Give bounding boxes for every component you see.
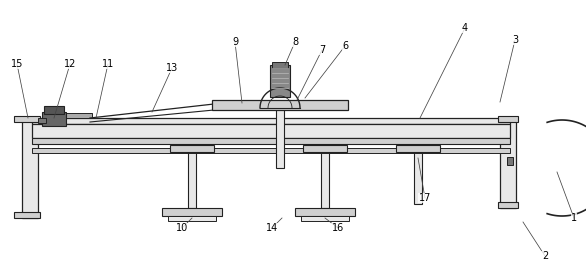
- Bar: [32, 138, 510, 144]
- Text: 13: 13: [166, 63, 178, 73]
- Bar: [272, 62, 288, 68]
- Bar: [188, 148, 196, 208]
- Text: 6: 6: [342, 41, 348, 51]
- Text: 15: 15: [11, 59, 23, 69]
- Bar: [295, 208, 355, 216]
- Bar: [507, 157, 513, 165]
- Bar: [396, 145, 440, 152]
- Bar: [168, 216, 216, 221]
- Bar: [14, 116, 40, 122]
- Text: 10: 10: [176, 223, 188, 233]
- Bar: [44, 106, 64, 114]
- Bar: [498, 116, 518, 122]
- Text: 3: 3: [512, 35, 518, 45]
- Text: 1: 1: [571, 213, 577, 223]
- Bar: [498, 202, 518, 208]
- Text: 2: 2: [542, 251, 548, 261]
- Bar: [270, 65, 290, 97]
- Bar: [301, 216, 349, 221]
- Text: 9: 9: [232, 37, 238, 47]
- Text: 17: 17: [419, 193, 431, 203]
- Text: 8: 8: [292, 37, 298, 47]
- Bar: [32, 118, 510, 124]
- Text: 7: 7: [319, 45, 325, 55]
- Text: 4: 4: [462, 23, 468, 33]
- Bar: [42, 112, 66, 126]
- Bar: [14, 212, 40, 218]
- Bar: [32, 124, 510, 138]
- Bar: [38, 118, 46, 123]
- Bar: [276, 108, 284, 168]
- Bar: [414, 148, 422, 204]
- Bar: [500, 118, 516, 208]
- Text: 11: 11: [102, 59, 114, 69]
- Bar: [303, 145, 347, 152]
- Bar: [32, 148, 510, 153]
- Text: 16: 16: [332, 223, 344, 233]
- Text: 12: 12: [64, 59, 76, 69]
- Bar: [62, 113, 92, 118]
- Text: 14: 14: [266, 223, 278, 233]
- Bar: [162, 208, 222, 216]
- Bar: [22, 118, 38, 218]
- Bar: [170, 145, 214, 152]
- Bar: [321, 148, 329, 208]
- Bar: [212, 100, 348, 110]
